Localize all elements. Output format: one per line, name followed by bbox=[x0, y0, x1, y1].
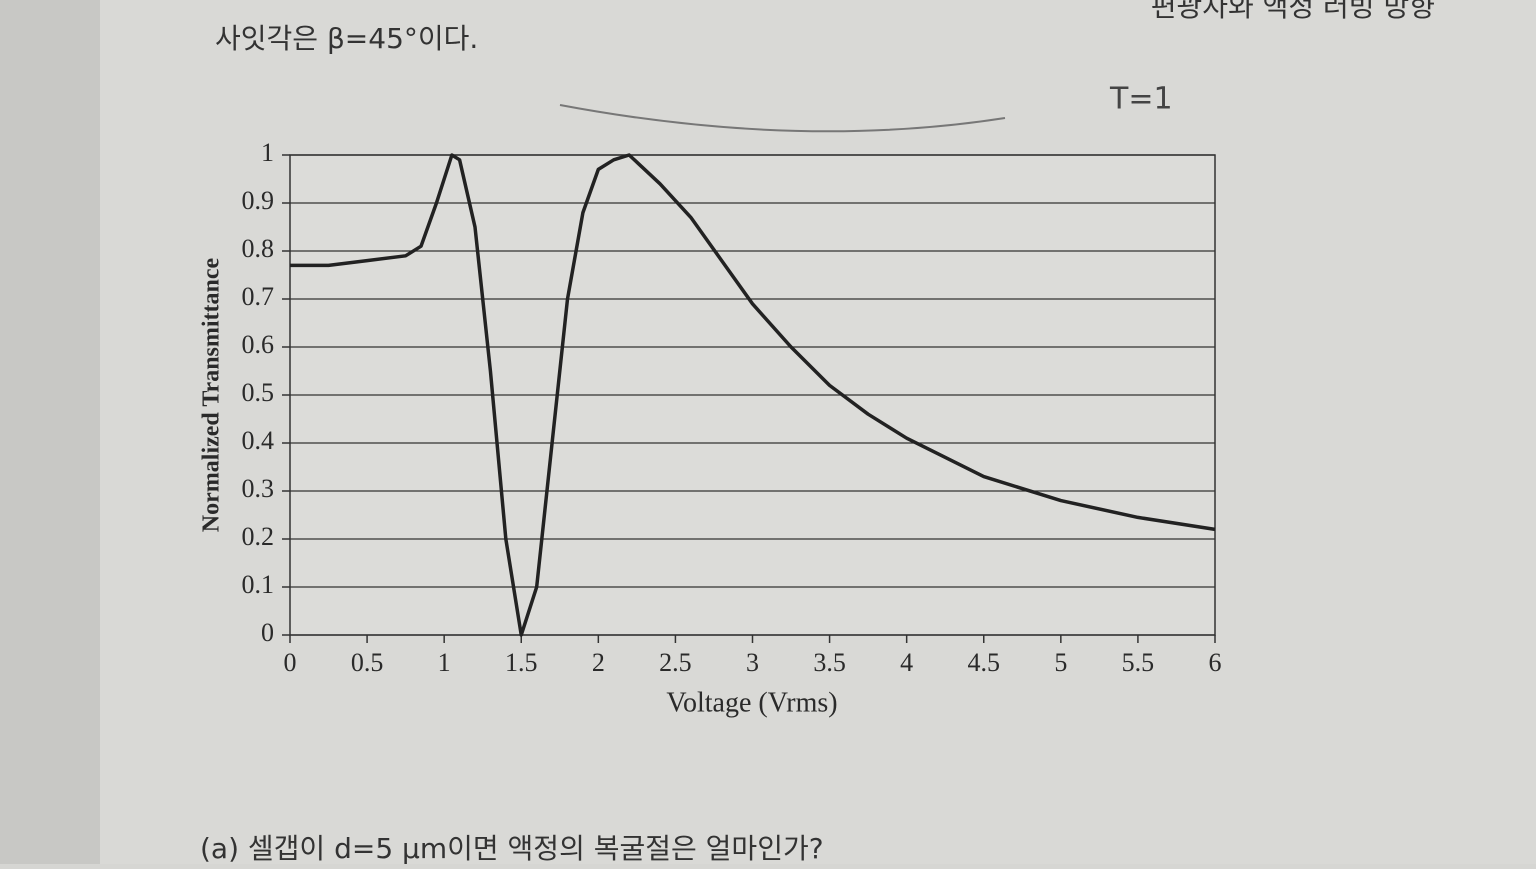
x-tick-label: 2 bbox=[592, 648, 605, 677]
x-axis-label: Voltage (Vrms) bbox=[666, 687, 837, 718]
y-tick-label: 0.1 bbox=[242, 570, 275, 599]
x-tick-label: 4 bbox=[900, 648, 913, 677]
y-tick-label: 0.7 bbox=[242, 282, 275, 311]
x-tick-label: 5 bbox=[1054, 648, 1067, 677]
y-tick-label: 0.3 bbox=[242, 474, 275, 503]
y-tick-label: 0.2 bbox=[242, 522, 275, 551]
top-right-text: 편광자와 액정 러빙 방향 bbox=[1151, 0, 1435, 23]
y-tick-label: 0.9 bbox=[242, 186, 275, 215]
top-left-text: 사잇각은 β=45°이다. bbox=[215, 22, 478, 55]
y-tick-label: 0 bbox=[261, 618, 274, 647]
x-tick-label: 1.5 bbox=[505, 648, 538, 677]
y-tick-label: 0.4 bbox=[242, 426, 275, 455]
x-tick-label: 3 bbox=[746, 648, 759, 677]
question-text: (a) 셀갭이 d=5 μm이면 액정의 복굴절은 얼마인가? bbox=[200, 832, 824, 864]
x-tick-label: 2.5 bbox=[659, 648, 692, 677]
x-tick-label: 4.5 bbox=[968, 648, 1001, 677]
y-tick-label: 0.5 bbox=[242, 378, 275, 407]
y-tick-label: 0.8 bbox=[242, 234, 275, 263]
y-axis-label: Normalized Transmittance bbox=[199, 257, 225, 532]
handwriting: T=1 bbox=[1109, 82, 1173, 117]
x-tick-label: 6 bbox=[1209, 648, 1222, 677]
x-tick-label: 5.5 bbox=[1122, 648, 1155, 677]
x-tick-label: 1 bbox=[438, 648, 451, 677]
x-tick-label: 0.5 bbox=[351, 648, 384, 677]
data-line bbox=[290, 153, 1216, 637]
pencil-stroke bbox=[559, 104, 1006, 133]
page-edge bbox=[0, 0, 100, 864]
y-tick-label: 0.6 bbox=[242, 330, 275, 359]
x-tick-label: 0 bbox=[284, 648, 297, 677]
x-tick-label: 3.5 bbox=[813, 648, 846, 677]
y-tick-label: 1 bbox=[261, 138, 274, 167]
